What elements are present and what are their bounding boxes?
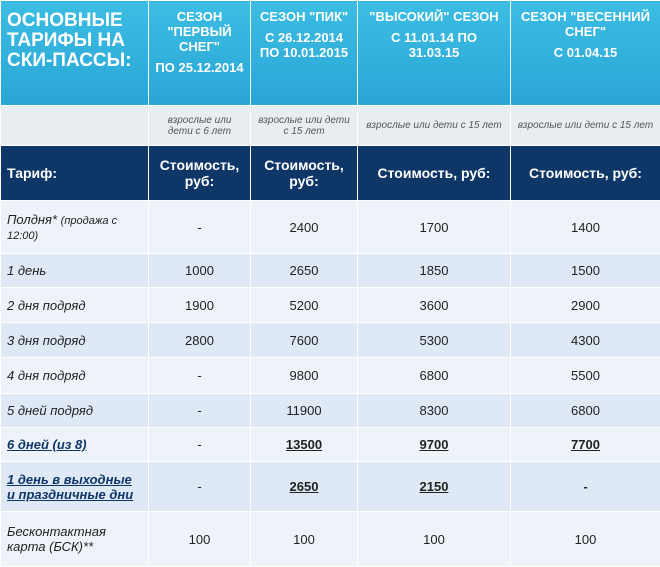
tariff-row: 6 дней (из 8) -13500 9700 7700 — [0, 427, 660, 462]
tariff-name: Бесконтактная карта (БСК)** — [0, 511, 149, 567]
season-dates: С 26.12.2014 ПО 10.01.2015 — [259, 30, 349, 60]
season-name: "ВЫСОКИЙ" СЕЗОН — [369, 9, 499, 24]
header-cell: Стоимость, руб: — [148, 145, 251, 201]
price: 9700 — [357, 427, 511, 462]
price: - — [148, 427, 251, 462]
note: взрослые или дети с 15 лет — [357, 105, 511, 146]
price: 1900 — [148, 287, 251, 323]
tariff-name: 5 дней подряд — [0, 393, 149, 428]
season: СЕЗОН "ПИК" С 26.12.2014 ПО 10.01.2015 — [250, 0, 358, 106]
season: СЕЗОН "ВЕСЕННИЙ СНЕГ" С 01.04.15 — [510, 0, 660, 106]
price: 2650 — [250, 461, 358, 512]
tariff-label: Полдня* — [7, 212, 58, 227]
tariff-label: 1 день в выходные и праздничные дни — [7, 471, 134, 502]
price: 2650 — [250, 253, 358, 288]
note: взрослые или дети с 6 лет — [148, 105, 251, 146]
price: 6800 — [510, 393, 660, 428]
price: 7600 — [250, 322, 358, 358]
price: - — [510, 461, 660, 512]
tariff-row: Полдня* (продажа с 12:00) -2400 1700 1400 — [0, 200, 660, 254]
price: 100 — [148, 511, 251, 567]
price: 13500 — [250, 427, 358, 462]
tariff-name: 3 дня подряд — [0, 322, 149, 358]
notes-row: взрослые или дети с 6 лет взрослые или д… — [0, 105, 660, 146]
header-cell: Стоимость, руб: — [250, 145, 358, 201]
price: - — [148, 393, 251, 428]
price: 5300 — [357, 322, 511, 358]
tariff-label: 5 дней подряд — [7, 403, 94, 418]
tariff-row: 2 дня подряд 1900 5200 3600 2900 — [0, 287, 660, 323]
price: 5500 — [510, 357, 660, 394]
price: 1500 — [510, 253, 660, 288]
tariff-label: Бесконтактная карта (БСК)** — [7, 524, 106, 554]
header-row: Тариф: Стоимость, руб: Стоимость, руб: С… — [0, 145, 660, 201]
price: 2800 — [148, 322, 251, 358]
price: 8300 — [357, 393, 511, 428]
price: - — [148, 357, 251, 394]
tariff-row: 5 дней подряд -11900 8300 6800 — [0, 393, 660, 428]
tariff-name: 4 дня подряд — [0, 357, 149, 394]
season-name: СЕЗОН "ПИК" — [259, 9, 349, 24]
price: - — [148, 200, 251, 254]
tariff-name: 2 дня подряд — [0, 287, 149, 323]
tariff-label: 2 дня подряд — [7, 297, 86, 313]
note: взрослые или дети с 15 лет — [510, 105, 660, 146]
price: 1400 — [510, 200, 660, 254]
tariff-name: Полдня* (продажа с 12:00) — [0, 200, 149, 254]
price: - — [148, 461, 251, 512]
price: 1000 — [148, 253, 251, 288]
price: 3600 — [357, 287, 511, 323]
tariff-label: 6 дней (из 8) — [7, 437, 87, 452]
header-cell: Стоимость, руб: — [357, 145, 511, 201]
title: ОСНОВНЫЕ ТАРИФЫ НА СКИ-ПАССЫ: — [0, 0, 149, 106]
tariff-row: 1 день 1000 2650 1850 1500 — [0, 253, 660, 288]
season: "ВЫСОКИЙ" СЕЗОН С 11.01.14 ПО 31.03.15 — [357, 0, 511, 106]
price: 2400 — [250, 200, 358, 254]
price: 100 — [357, 511, 511, 567]
season-name: СЕЗОН "ВЕСЕННИЙ СНЕГ" — [521, 9, 650, 39]
tariff-name: 6 дней (из 8) — [0, 427, 149, 462]
price: 5200 — [250, 287, 358, 323]
price: 4300 — [510, 322, 660, 358]
price: 100 — [250, 511, 358, 567]
price: 11900 — [250, 393, 358, 428]
season: СЕЗОН "ПЕРВЫЙ СНЕГ" ПО 25.12.2014 — [148, 0, 251, 106]
tariff-row: 3 дня подряд 2800 7600 5300 4300 — [0, 322, 660, 358]
price: 9800 — [250, 357, 358, 394]
tariff-label: 1 день — [7, 263, 47, 278]
price: 1850 — [357, 253, 511, 288]
price: 7700 — [510, 427, 660, 462]
note: взрослые или дети с 15 лет — [250, 105, 358, 146]
season-dates: С 11.01.14 ПО 31.03.15 — [391, 30, 477, 60]
tariff-label: 4 дня подряд — [7, 368, 86, 383]
tariff-name: 1 день в выходные и праздничные дни — [0, 461, 149, 512]
season-row: ОСНОВНЫЕ ТАРИФЫ НА СКИ-ПАССЫ: СЕЗОН "ПЕР… — [0, 0, 660, 106]
season-name: СЕЗОН "ПЕРВЫЙ СНЕГ" — [167, 9, 232, 54]
tariff-row: Бесконтактная карта (БСК)** 100 100 100 100 — [0, 511, 660, 567]
season-dates: ПО 25.12.2014 — [155, 60, 244, 75]
blank — [0, 105, 149, 146]
tariff-note: (продажа с 12:00) — [7, 215, 118, 242]
price: 1700 — [357, 200, 511, 254]
tariff-name: 1 день — [0, 253, 149, 288]
price: 6800 — [357, 357, 511, 394]
tariff-label: 3 дня подряд — [7, 332, 86, 348]
header-cell: Тариф: — [0, 145, 149, 201]
price: 2900 — [510, 287, 660, 323]
tariff-row: 4 дня подряд -9800 6800 5500 — [0, 357, 660, 394]
tariff-row: 1 день в выходные и праздничные дни -2650… — [0, 461, 660, 512]
season-dates: С 01.04.15 — [553, 45, 618, 60]
price: 2150 — [357, 461, 511, 512]
header-cell: Стоимость, руб: — [510, 145, 660, 201]
price: 100 — [510, 511, 660, 567]
